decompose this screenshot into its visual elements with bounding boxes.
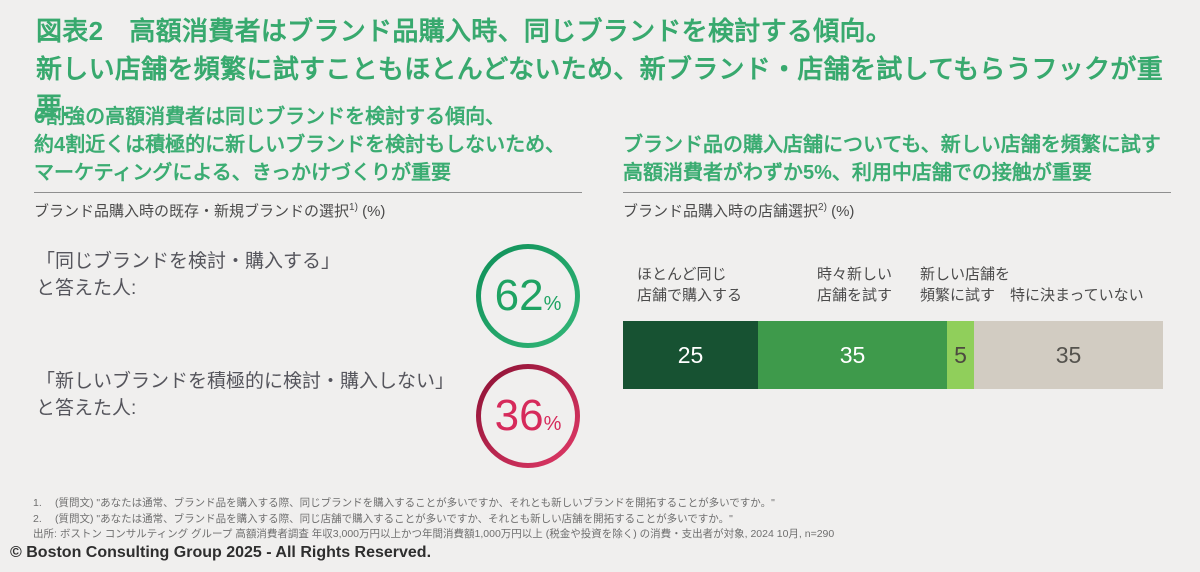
title-line-2: 新しい店舗を頻繁に試すこともほとんどないため、新ブランド・店舗を試してもらうフッ… — [36, 54, 1164, 122]
right-axis-label-unit: (%) — [826, 203, 855, 220]
same-brand-stat-value: 62% — [494, 271, 562, 320]
footnote-2: 2. (質問文) "あなたは通常、ブランド品を購入する際、同じ店舗で購入することが… — [23, 512, 1183, 528]
footnote-1-text: (質問文) "あなたは通常、ブランド品を購入する際、同じブランドを購入することが… — [55, 497, 775, 509]
bar-segment-sometimes-new-value: 35 — [839, 341, 866, 368]
new-brand-stat-label-line-2: と答えた人: — [36, 398, 137, 419]
left-panel-header: 6割強の高額消費者は同じブランドを検討する傾向、 約4割近くは積極的に新しいブラ… — [34, 103, 582, 221]
category-label-frequent-new-line-2: 頻繁に試す — [920, 287, 996, 304]
title-line-1: 図表2 高額消費者はブランド品購入時、同じブランドを検討する傾向。 — [36, 12, 1186, 50]
category-label-no-preference: 特に決まっていない — [1010, 285, 1144, 306]
right-axis-label-text: ブランド品購入時の店舗選択 — [623, 203, 819, 220]
bar-segment-same-store: 25 — [623, 321, 758, 389]
left-divider — [34, 192, 582, 193]
left-axis-label-unit: (%) — [357, 203, 386, 220]
left-headline-line-3: マーケティングによる、きっかけづくりが重要 — [34, 162, 451, 184]
right-panel-header: ブランド品の購入店舗についても、新しい店舗を頻繁に試す 高額消費者がわずか5%、… — [623, 131, 1171, 221]
footnote-2-text: (質問文) "あなたは通常、ブランド品を購入する際、同じ店舗で購入することが多い… — [55, 512, 733, 525]
source-line: 出所: ボストン コンサルティング グループ 高額消費者調査 年収3,000万円… — [33, 528, 835, 540]
bar-segment-sometimes-new: 35 — [758, 321, 947, 389]
bar-segment-frequent-new-value: 5 — [954, 341, 967, 368]
category-label-frequent-new-line-1: 新しい店舗を — [920, 266, 1011, 283]
bar-segment-same-store-value: 25 — [677, 341, 704, 368]
same-brand-stat-label: 「同じブランドを検討・購入する」 と答えた人: — [36, 248, 340, 302]
title-text-1: 高額消費者はブランド品購入時、同じブランドを検討する傾向。 — [129, 16, 893, 46]
category-label-same-store-line-1: ほとんど同じ — [637, 266, 727, 283]
same-brand-stat-circle-inner: 62% — [481, 249, 575, 343]
category-label-sometimes-new-line-1: 時々新しい — [817, 266, 893, 283]
same-brand-stat-circle: 62% — [476, 244, 580, 348]
right-headline: ブランド品の購入店舗についても、新しい店舗を頻繁に試す 高額消費者がわずか5%、… — [623, 131, 1171, 187]
page-title: 図表2 高額消費者はブランド品購入時、同じブランドを検討する傾向。 新しい店舗を頻… — [36, 12, 1186, 126]
category-label-same-store: ほとんど同じ 店舗で購入する — [637, 264, 742, 306]
right-divider — [623, 192, 1171, 193]
left-headline: 6割強の高額消費者は同じブランドを検討する傾向、 約4割近くは積極的に新しいブラ… — [34, 103, 582, 187]
category-label-sometimes-new: 時々新しい 店舗を試す — [817, 264, 892, 306]
new-brand-stat-circle: 36% — [476, 364, 580, 468]
new-brand-stat-label: 「新しいブランドを積極的に検討・購入しない」 と答えた人: — [36, 368, 454, 422]
right-axis-label: ブランド品購入時の店舗選択2) (%) — [623, 200, 1171, 221]
category-label-frequent-new: 新しい店舗を 頻繁に試す — [920, 264, 1010, 306]
left-headline-line-2: 約4割近くは積極的に新しいブランドを検討もしないため、 — [34, 134, 566, 156]
stacked-bar: 25 35 5 35 — [623, 321, 1163, 389]
new-brand-stat-label-line-1: 「新しいブランドを積極的に検討・購入しない」 — [36, 371, 455, 392]
bar-segment-frequent-new: 5 — [947, 321, 974, 389]
new-brand-stat-circle-inner: 36% — [481, 369, 575, 463]
category-label-no-preference-line-1: 特に決まっていない — [1010, 287, 1144, 304]
same-brand-stat-label-line-2: と答えた人: — [36, 278, 137, 299]
category-label-sometimes-new-line-2: 店舗を試す — [817, 287, 893, 304]
footnote-1-number: 1. — [33, 497, 42, 509]
category-label-same-store-line-2: 店舗で購入する — [637, 287, 743, 304]
new-brand-stat-value: 36% — [494, 391, 562, 440]
footnote-1: 1. (質問文) "あなたは通常、ブランド品を購入する際、同じブランドを購入するこ… — [23, 496, 1183, 512]
footnote-ref-1: 1) — [349, 202, 358, 213]
left-headline-line-1: 6割強の高額消費者は同じブランドを検討する傾向、 — [34, 106, 506, 128]
copyright: © Boston Consulting Group 2025 - All Rig… — [10, 544, 432, 561]
right-headline-line-2: 高額消費者がわずか5%、利用中店舗での接触が重要 — [623, 162, 1092, 184]
footnotes: 1. (質問文) "あなたは通常、ブランド品を購入する際、同じブランドを購入するこ… — [23, 496, 1183, 543]
same-brand-stat-label-line-1: 「同じブランドを検討・購入する」 — [36, 251, 341, 272]
bar-segment-no-preference-value: 35 — [1055, 341, 1082, 368]
bar-segment-no-preference: 35 — [974, 321, 1163, 389]
exhibit-label: 図表2 — [36, 16, 104, 46]
footnote-ref-2: 2) — [818, 202, 827, 213]
footnote-2-number: 2. — [33, 512, 42, 525]
left-axis-label-text: ブランド品購入時の既存・新規ブランドの選択 — [34, 203, 350, 220]
left-axis-label: ブランド品購入時の既存・新規ブランドの選択1) (%) — [34, 200, 582, 221]
right-headline-line-1: ブランド品の購入店舗についても、新しい店舗を頻繁に試す — [623, 134, 1161, 156]
